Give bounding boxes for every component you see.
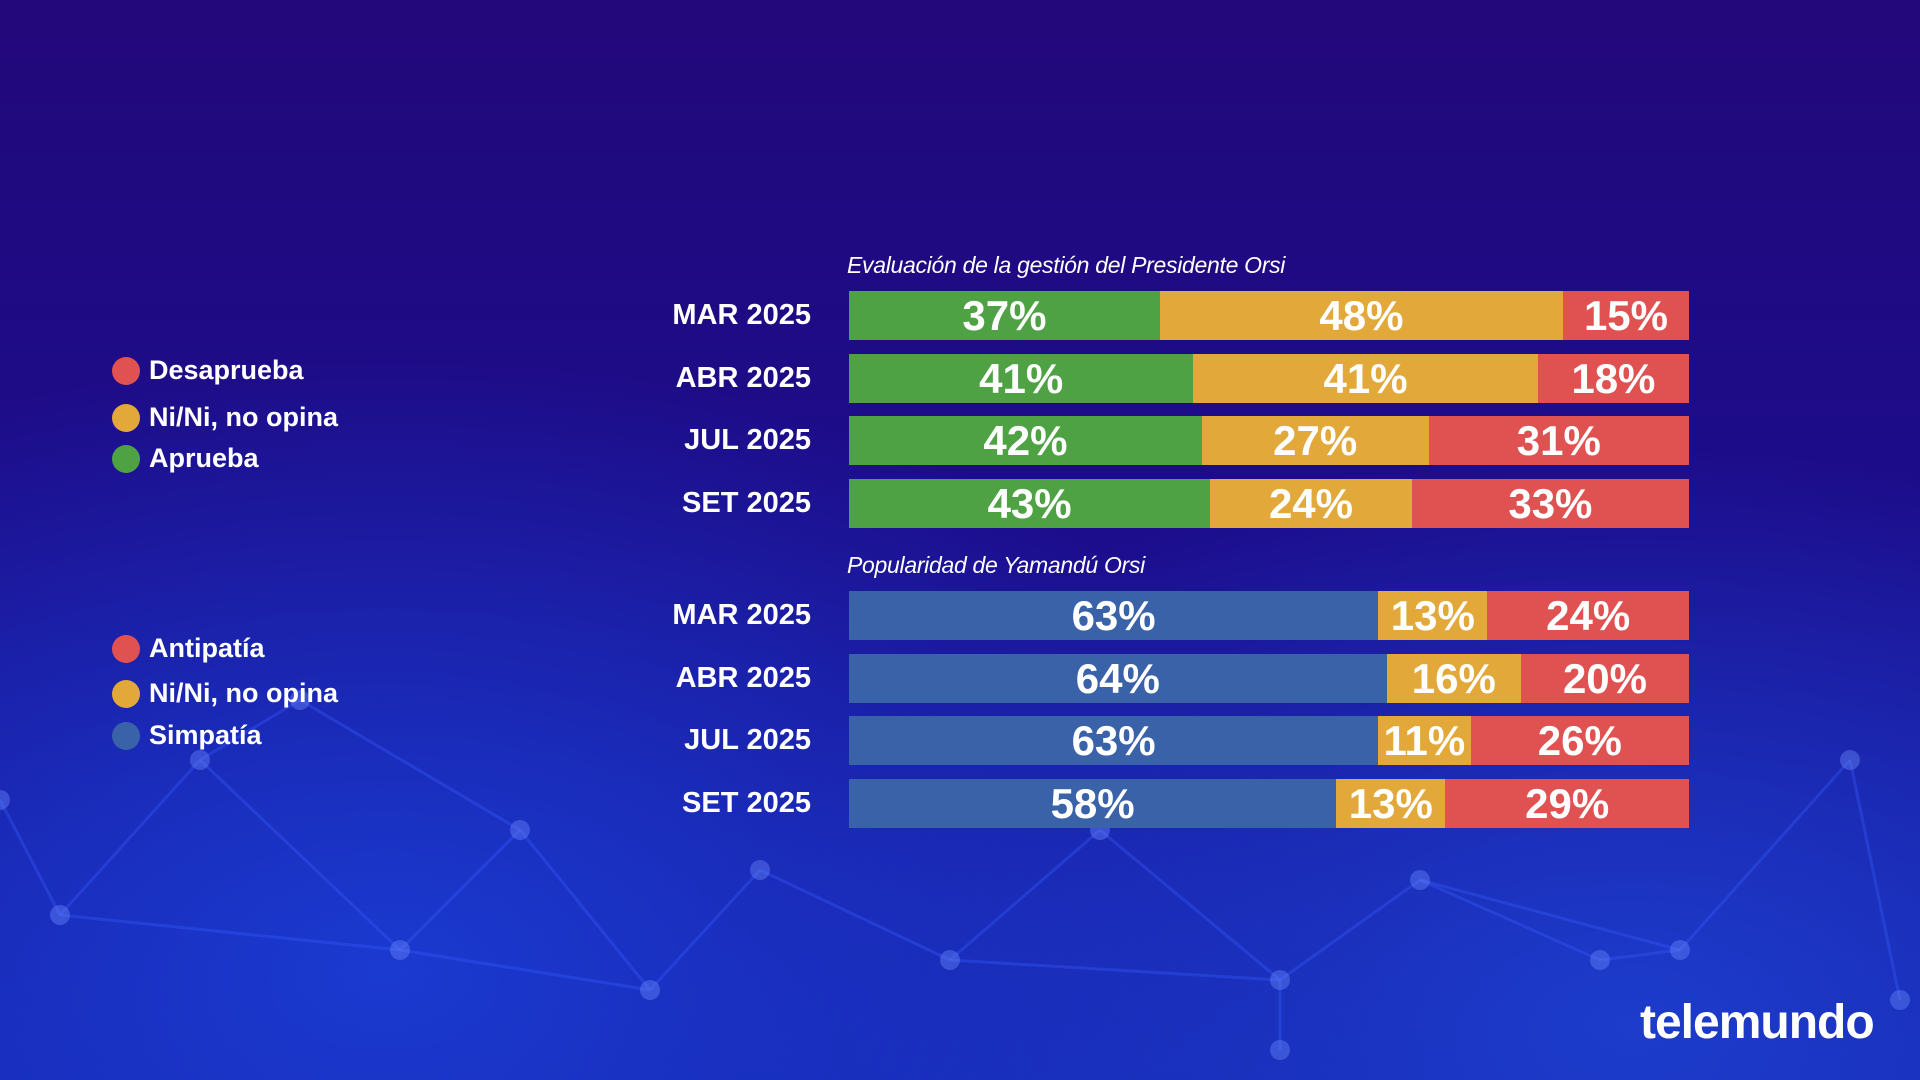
category-label: ABR 2025 [675, 662, 811, 694]
network-node [940, 950, 960, 970]
bar-segment-ni-ni-no-opina: 24% [1210, 479, 1412, 528]
chart-title: Evaluación de la gestión del Presidente … [847, 252, 1286, 278]
bar-segment-simpatía: 58% [849, 779, 1337, 828]
network-node [750, 860, 770, 880]
legend-item: Ni/Ni, no opina [112, 678, 338, 709]
network-line [198, 758, 402, 952]
network-line [58, 758, 202, 917]
category-label: JUL 2025 [684, 724, 811, 756]
legend-dot-icon [112, 356, 140, 385]
telemundo-logo: telemundo [1640, 996, 1875, 1049]
bar-segment-simpatía: 63% [849, 716, 1379, 765]
legend-dot-icon [112, 679, 140, 708]
network-node [390, 940, 410, 960]
bar-segment-aprueba: 37% [849, 291, 1160, 340]
network-node [1840, 750, 1860, 770]
network-line [59, 913, 401, 952]
legend-item: Aprueba [112, 443, 259, 474]
stacked-bar: 63% 13% 24% [849, 591, 1689, 640]
legend-label: Aprueba [149, 443, 259, 473]
bar-segment-antipatía: 20% [1520, 654, 1689, 703]
network-line [299, 698, 521, 832]
bar-segment-antipatía: 24% [1487, 591, 1689, 640]
legend-item: Simpatía [112, 720, 262, 751]
network-line [518, 829, 652, 991]
legend-dot-icon [112, 721, 140, 750]
network-node [290, 690, 310, 710]
network-node [190, 750, 210, 770]
bar-segment-aprueba: 43% [849, 479, 1211, 528]
network-line [1678, 758, 1852, 952]
bar-segment-ni-ni-no-opina: 41% [1193, 354, 1538, 403]
stacked-bar: 42% 27% 31% [849, 416, 1689, 465]
bar-segment-desaprueba: 33% [1411, 479, 1689, 528]
network-node [1270, 970, 1290, 990]
legend-label: Desaprueba [149, 355, 304, 385]
legend-label: Ni/Ni, no opina [149, 678, 338, 708]
network-line [759, 868, 951, 962]
network-node [1890, 990, 1910, 1010]
bar-segment-ni-ni-no-opina: 13% [1336, 779, 1446, 828]
chart-title: Popularidad de Yamandú Orsi [847, 552, 1145, 578]
network-node [0, 790, 10, 810]
network-node [510, 820, 530, 840]
legend-item: Antipatía [112, 633, 265, 664]
network-line [398, 828, 522, 952]
legend-dot-icon [112, 634, 140, 663]
bar-segment-ni-ni-no-opina: 11% [1378, 716, 1471, 765]
network-line [1848, 759, 1902, 1001]
network-line [199, 698, 301, 762]
network-line [1599, 948, 1681, 962]
network-line [648, 868, 762, 992]
bar-segment-antipatía: 26% [1470, 716, 1689, 765]
network-line [1419, 878, 1601, 962]
bar-segment-desaprueba: 31% [1428, 416, 1689, 465]
network-line [0, 799, 62, 916]
bar-segment-ni-ni-no-opina: 13% [1378, 591, 1488, 640]
legend-dot-icon [112, 444, 140, 473]
network-line [399, 948, 651, 992]
bar-segment-antipatía: 29% [1445, 779, 1689, 828]
legend-dot-icon [112, 403, 140, 432]
stacked-bar: 43% 24% 33% [849, 479, 1689, 528]
network-node [640, 980, 660, 1000]
network-line [1279, 878, 1421, 982]
legend-item: Ni/Ni, no opina [112, 402, 338, 433]
network-line [949, 828, 1101, 962]
network-node [1670, 940, 1690, 960]
category-label: MAR 2025 [672, 299, 811, 331]
category-label: MAR 2025 [672, 599, 811, 631]
stacked-bar: 63% 11% 26% [849, 716, 1689, 765]
bar-segment-aprueba: 42% [849, 416, 1202, 465]
stacked-bar: 41% 41% 18% [849, 354, 1689, 403]
network-line [1419, 878, 1681, 952]
stacked-bar: 37% 48% 15% [849, 291, 1689, 340]
network-line [949, 958, 1281, 982]
network-node [1590, 950, 1610, 970]
bar-segment-ni-ni-no-opina: 27% [1201, 416, 1429, 465]
network-line [1099, 828, 1281, 982]
bar-segment-ni-ni-no-opina: 16% [1386, 654, 1521, 703]
category-label: JUL 2025 [684, 424, 811, 456]
legend-label: Antipatía [149, 633, 265, 663]
category-label: ABR 2025 [675, 362, 811, 394]
stacked-bar: 58% 13% 29% [849, 779, 1689, 828]
bar-segment-aprueba: 41% [849, 354, 1194, 403]
network-node [1410, 870, 1430, 890]
bar-segment-desaprueba: 15% [1562, 291, 1689, 340]
bar-segment-simpatía: 64% [849, 654, 1387, 703]
bar-segment-ni-ni-no-opina: 48% [1159, 291, 1563, 340]
bar-segment-desaprueba: 18% [1537, 354, 1689, 403]
category-label: SET 2025 [682, 787, 811, 819]
legend-label: Simpatía [149, 720, 262, 750]
stacked-bar: 64% 16% 20% [849, 654, 1689, 703]
category-label: SET 2025 [682, 487, 811, 519]
network-node [50, 905, 70, 925]
legend-label: Ni/Ni, no opina [149, 402, 338, 432]
network-node [1270, 1040, 1290, 1060]
legend-item: Desaprueba [112, 355, 304, 386]
bar-segment-simpatía: 63% [849, 591, 1379, 640]
